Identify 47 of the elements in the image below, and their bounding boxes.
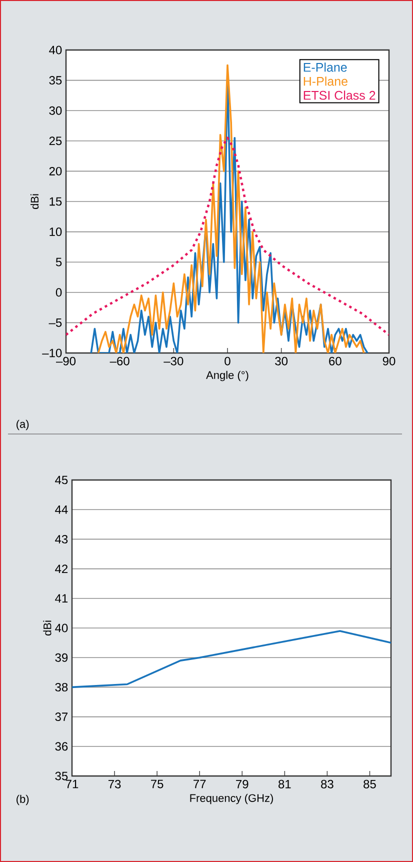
y-tick-label: 15 [50,197,62,206]
x-tick-label: –30 [164,356,184,366]
y-tick-label: –10 [42,348,62,358]
y-tick-label: –5 [48,318,62,327]
y-axis-title: dBi [43,620,52,636]
y-tick-label: 25 [49,136,62,146]
line-series [72,630,391,688]
y-tick-label: 10 [50,228,62,236]
x-tick-label: 77 [194,780,206,788]
y-tick-label: 20 [49,166,62,176]
x-tick-label: 79 [236,780,248,788]
x-tick-label: 90 [382,356,396,366]
y-tick-label: 38 [55,682,68,692]
y-tick-label: 37 [55,712,68,722]
y-tick-label: 40 [49,46,62,54]
x-tick-label: 83 [321,780,334,788]
x-tick-label: 0 [224,356,230,366]
x-axis-title: Angle (°) [206,370,248,382]
x-tick-label: 75 [151,780,164,788]
x-axis-title: Frequency (GHz) [190,794,273,804]
y-tick-label: 5 [56,258,62,266]
x-tick-label: –90 [56,356,76,366]
x-tick-label: –60 [110,356,130,366]
y-axis-title: dBi [30,194,39,209]
y-tick-label: 41 [55,594,68,603]
y-tick-label: 40 [55,624,68,632]
y-tick-label: 45 [55,476,68,484]
x-tick-label: 30 [275,356,288,366]
x-tick-label: 81 [278,780,291,788]
y-tick-label: 42 [55,564,68,573]
x-tick-label: 71 [66,780,78,788]
text: H-Plane [304,76,348,86]
text: (b) [16,794,29,806]
y-tick-label: 36 [55,742,68,751]
y-tick-label: 30 [49,106,62,115]
x-tick-label: 73 [108,780,121,788]
y-tick-label: 43 [55,534,68,544]
y-tick-label: 35 [55,772,68,780]
text: (a) [16,420,29,430]
text: E-Plane [304,62,347,72]
x-tick-label: 60 [329,356,342,366]
text: ETSI Class 2 [304,90,376,100]
x-tick-label: 85 [364,780,376,788]
y-tick-label: 44 [55,505,68,514]
y-tick-label: 35 [49,76,62,85]
y-tick-label: 39 [55,653,68,662]
y-tick-label: 0 [56,288,62,297]
